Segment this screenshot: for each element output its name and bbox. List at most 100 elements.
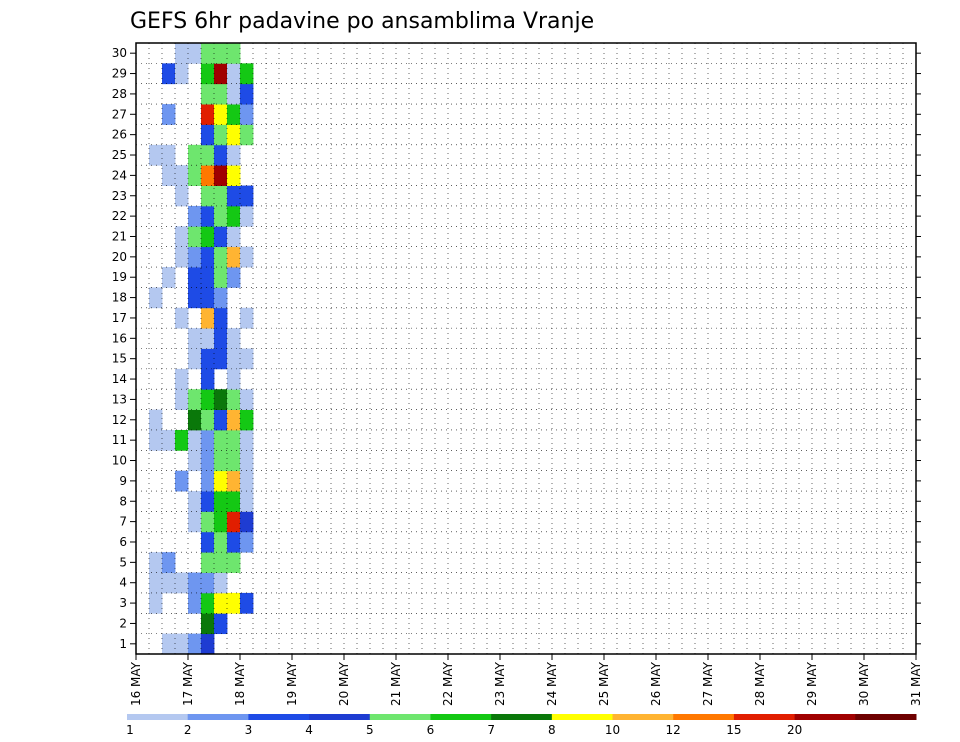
y-tick-label: 17	[112, 311, 127, 325]
heatmap-cell	[175, 185, 189, 207]
heatmap-cell	[214, 572, 228, 594]
y-tick-label: 25	[112, 148, 127, 162]
heatmap-cell	[201, 226, 215, 248]
legend-swatch	[430, 714, 492, 720]
heatmap-cell	[240, 348, 254, 370]
heatmap-cell	[149, 144, 163, 166]
heatmap-cell	[175, 368, 189, 390]
heatmap-cell	[214, 592, 228, 614]
heatmap-cell	[201, 368, 215, 390]
heatmap-cell	[214, 83, 228, 105]
heatmap-cell	[175, 633, 189, 655]
heatmap-cell	[214, 552, 228, 573]
y-tick-label: 24	[112, 168, 127, 182]
heatmap-cell	[227, 470, 241, 492]
heatmap-cell	[175, 470, 189, 492]
heatmap-cell	[227, 43, 241, 64]
heatmap-cell	[214, 450, 228, 472]
heatmap-cell	[201, 267, 215, 288]
heatmap-cell	[214, 43, 228, 64]
heatmap-cell	[175, 226, 189, 248]
x-tick-label: 30 MAY	[857, 661, 871, 706]
heatmap-cell	[149, 572, 163, 594]
color-legend: 1 2 3 4 5 6 7 8 10 12 15 20	[126, 714, 917, 737]
legend-label: 6	[427, 723, 435, 737]
heatmap-cell	[227, 104, 241, 125]
heatmap-cell	[162, 63, 176, 85]
heatmap-cell	[188, 287, 202, 309]
heatmap-cell	[201, 613, 215, 635]
heatmap-cell	[227, 348, 241, 370]
heatmap-cell	[214, 613, 228, 635]
y-tick-label: 21	[112, 229, 127, 243]
heatmap-cell	[201, 429, 215, 451]
heatmap-cell	[214, 63, 228, 85]
heatmap-cell	[188, 592, 202, 614]
heatmap-cell	[175, 43, 189, 64]
heatmap-cell	[240, 511, 254, 533]
heatmap-cell	[201, 124, 215, 146]
heatmap-cell	[188, 226, 202, 248]
heatmap-cell	[214, 104, 228, 125]
heatmap-cell	[240, 63, 254, 85]
heatmap-cells	[149, 43, 254, 655]
grid-lines	[136, 43, 916, 654]
heatmap-cell	[227, 246, 241, 268]
heatmap-cell	[201, 165, 215, 186]
heatmap-cell	[201, 491, 215, 512]
heatmap-cell	[214, 491, 228, 512]
heatmap-cell	[201, 104, 215, 125]
heatmap-cell	[201, 83, 215, 105]
heatmap-cell	[175, 572, 189, 594]
heatmap-cell	[227, 226, 241, 248]
heatmap-cell	[240, 389, 254, 410]
y-tick-label: 1	[119, 637, 127, 651]
heatmap-cell	[201, 287, 215, 309]
heatmap-cell	[227, 552, 241, 573]
y-tick-label: 16	[112, 331, 127, 345]
heatmap-cell	[188, 450, 202, 472]
x-tick-label: 24 MAY	[545, 661, 559, 706]
heatmap-cell	[201, 63, 215, 85]
heatmap-cell	[188, 165, 202, 186]
x-tick-label: 19 MAY	[285, 661, 299, 706]
x-tick-label: 23 MAY	[493, 661, 507, 706]
legend-swatch	[855, 714, 917, 720]
heatmap-cell	[227, 491, 241, 512]
y-tick-label: 18	[112, 291, 127, 305]
heatmap-cell	[201, 511, 215, 533]
legend-label: 12	[666, 723, 681, 737]
heatmap-cell	[240, 104, 254, 125]
heatmap-cell	[240, 124, 254, 146]
heatmap-cell	[227, 124, 241, 146]
y-tick-label: 14	[112, 372, 127, 386]
heatmap-cell	[175, 307, 189, 329]
heatmap-cell	[240, 185, 254, 207]
legend-label: 5	[366, 723, 374, 737]
heatmap-cell	[227, 328, 241, 349]
y-tick-label: 23	[112, 189, 127, 203]
heatmap-cell	[175, 63, 189, 85]
heatmap-cell	[201, 205, 215, 227]
x-tick-label: 27 MAY	[701, 661, 715, 706]
heatmap-cell	[201, 409, 215, 431]
y-tick-label: 27	[112, 107, 127, 121]
y-tick-label: 26	[112, 128, 127, 142]
heatmap-cell	[175, 246, 189, 268]
heatmap-cell	[240, 429, 254, 451]
heatmap-cell	[227, 185, 241, 207]
heatmap-cell	[227, 63, 241, 85]
y-tick-label: 10	[112, 454, 127, 468]
heatmap-cell	[240, 450, 254, 472]
heatmap-cell	[214, 307, 228, 329]
heatmap-cell	[149, 409, 163, 431]
heatmap-cell	[149, 552, 163, 573]
x-tick-label: 31 MAY	[909, 661, 923, 706]
x-tick-label: 22 MAY	[441, 661, 455, 706]
heatmap-cell	[188, 572, 202, 594]
heatmap-cell	[214, 185, 228, 207]
heatmap-cell	[201, 144, 215, 166]
heatmap-cell	[201, 389, 215, 410]
heatmap-cell	[214, 389, 228, 410]
heatmap-cell	[175, 165, 189, 186]
